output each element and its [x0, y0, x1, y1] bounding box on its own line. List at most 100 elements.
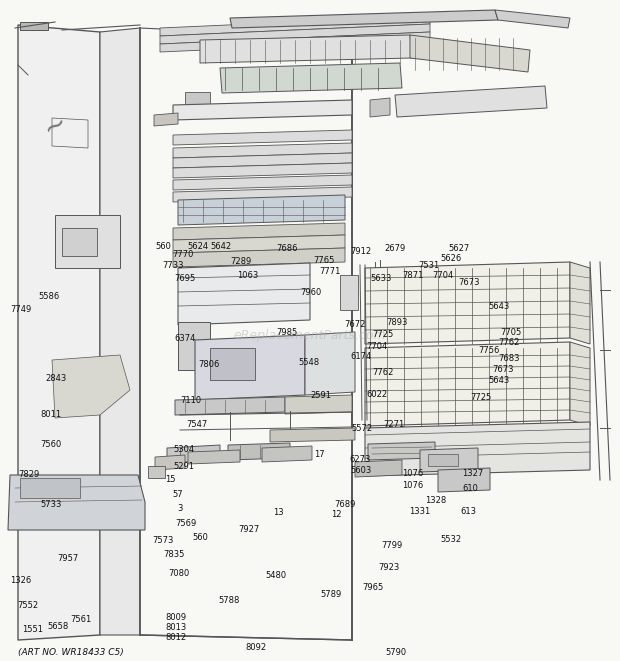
- Text: 5789: 5789: [320, 590, 341, 599]
- Polygon shape: [370, 98, 390, 117]
- Circle shape: [225, 375, 235, 385]
- Text: 12: 12: [331, 510, 342, 519]
- Text: 5586: 5586: [38, 292, 60, 301]
- Polygon shape: [185, 92, 210, 108]
- Text: 5642: 5642: [210, 242, 231, 251]
- Polygon shape: [155, 455, 185, 470]
- Text: 7673: 7673: [492, 365, 513, 374]
- Polygon shape: [175, 397, 285, 415]
- Polygon shape: [230, 10, 498, 28]
- Text: 7912: 7912: [350, 247, 371, 256]
- Text: 7771: 7771: [319, 267, 340, 276]
- Polygon shape: [55, 215, 120, 268]
- Polygon shape: [173, 153, 352, 168]
- Text: 7806: 7806: [198, 360, 219, 369]
- Polygon shape: [148, 466, 165, 478]
- Text: 1326: 1326: [10, 576, 31, 585]
- Text: 1063: 1063: [237, 271, 259, 280]
- Polygon shape: [173, 223, 345, 240]
- Text: 7673: 7673: [458, 278, 479, 287]
- Bar: [428, 454, 458, 466]
- Polygon shape: [20, 22, 48, 30]
- Polygon shape: [160, 24, 430, 44]
- Polygon shape: [262, 446, 312, 462]
- Text: 8011: 8011: [40, 410, 61, 419]
- Polygon shape: [52, 355, 130, 418]
- Text: 5633: 5633: [370, 274, 391, 283]
- Text: 7765: 7765: [313, 256, 334, 265]
- Polygon shape: [178, 322, 210, 370]
- Text: 2843: 2843: [45, 374, 66, 383]
- Text: 5624: 5624: [187, 242, 208, 251]
- Bar: [210, 348, 255, 380]
- Polygon shape: [220, 63, 402, 93]
- Polygon shape: [270, 428, 355, 442]
- Text: 7080: 7080: [168, 569, 189, 578]
- Polygon shape: [18, 25, 100, 640]
- Text: 7552: 7552: [17, 601, 38, 610]
- Text: 2591: 2591: [310, 391, 331, 400]
- Text: 6374: 6374: [174, 334, 195, 343]
- Polygon shape: [340, 275, 358, 310]
- Polygon shape: [167, 445, 220, 463]
- Text: 7110: 7110: [180, 396, 201, 405]
- Text: 7733: 7733: [162, 261, 184, 270]
- Text: 7704: 7704: [432, 271, 453, 280]
- Polygon shape: [173, 130, 352, 145]
- Text: 6022: 6022: [366, 390, 387, 399]
- Text: 17: 17: [314, 450, 325, 459]
- Text: 7923: 7923: [378, 563, 399, 572]
- Text: 5788: 5788: [218, 596, 239, 605]
- Text: 7695: 7695: [174, 274, 195, 283]
- Polygon shape: [438, 468, 490, 492]
- Text: 7569: 7569: [175, 519, 197, 528]
- Text: 5627: 5627: [448, 244, 469, 253]
- Text: 5643: 5643: [488, 376, 509, 385]
- Text: (ART NO. WR18433 C5): (ART NO. WR18433 C5): [18, 648, 124, 657]
- Text: 7965: 7965: [362, 583, 383, 592]
- Text: 3: 3: [177, 504, 182, 513]
- Text: ~: ~: [38, 107, 72, 143]
- Text: 5572: 5572: [351, 424, 372, 433]
- Bar: [62, 228, 97, 256]
- Text: 7927: 7927: [238, 525, 259, 534]
- Text: 7561: 7561: [70, 615, 91, 624]
- Text: 8012: 8012: [165, 633, 186, 642]
- Text: 5548: 5548: [298, 358, 319, 367]
- Polygon shape: [200, 35, 412, 63]
- Text: 1328: 1328: [425, 496, 446, 505]
- Polygon shape: [420, 448, 478, 472]
- Circle shape: [18, 40, 26, 48]
- Polygon shape: [365, 262, 570, 344]
- Text: 7560: 7560: [40, 440, 61, 449]
- Polygon shape: [173, 100, 352, 120]
- Text: 7762: 7762: [498, 338, 520, 347]
- Text: eReplacementParts.com: eReplacementParts.com: [234, 329, 386, 342]
- Polygon shape: [285, 395, 352, 414]
- Polygon shape: [395, 86, 547, 117]
- Polygon shape: [8, 475, 145, 530]
- Text: 7672: 7672: [344, 320, 365, 329]
- Polygon shape: [173, 235, 345, 253]
- Text: 7705: 7705: [500, 328, 521, 337]
- Text: 6273: 6273: [349, 455, 370, 464]
- Circle shape: [188, 124, 196, 132]
- Circle shape: [182, 145, 188, 151]
- Text: 7573: 7573: [152, 536, 174, 545]
- Polygon shape: [195, 335, 305, 400]
- Text: 7704: 7704: [366, 342, 388, 351]
- Polygon shape: [154, 113, 178, 126]
- Text: 560: 560: [192, 533, 208, 542]
- Text: 2679: 2679: [384, 244, 405, 253]
- Polygon shape: [178, 263, 310, 325]
- Polygon shape: [100, 28, 140, 635]
- Text: 7756: 7756: [478, 346, 499, 355]
- Text: 5291: 5291: [173, 462, 194, 471]
- Polygon shape: [570, 342, 590, 426]
- Text: 7725: 7725: [372, 330, 393, 339]
- Text: 7725: 7725: [470, 393, 491, 402]
- Text: 560: 560: [155, 242, 171, 251]
- Text: 1076: 1076: [402, 469, 423, 478]
- Text: 7531: 7531: [418, 261, 439, 270]
- Text: 613: 613: [460, 507, 476, 516]
